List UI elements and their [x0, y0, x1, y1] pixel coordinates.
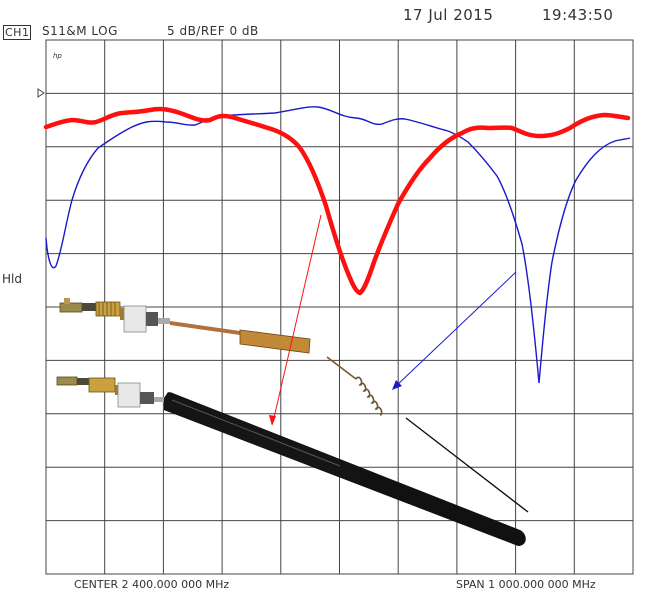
measurement-label: S11&M LOG [42, 24, 118, 38]
channel-badge: CH1 [3, 25, 32, 40]
scale-label: 5 dB/REF 0 dB [167, 24, 259, 38]
sleeve-antenna-photo [59, 298, 311, 354]
date-label: 17 Jul 2015 [403, 6, 494, 24]
helical-antenna-photo [326, 356, 529, 513]
rubber-duck-antenna-photo [56, 376, 526, 546]
reference-marker-icon [37, 88, 45, 98]
channel-label: CH1 [3, 25, 32, 40]
red-annotation-arrow [269, 214, 322, 426]
blue-annotation-arrow [392, 271, 517, 390]
time-label: 19:43:50 [542, 6, 614, 24]
red-arrowhead-icon [269, 415, 276, 426]
hp-logo: hp [53, 52, 62, 60]
blue-trace [45, 106, 631, 384]
center-frequency-label: CENTER 2 400.000 000 MHz [74, 578, 230, 591]
blue-arrowhead-icon [392, 380, 402, 390]
hold-indicator: Hld [2, 272, 22, 286]
red-trace [43, 106, 631, 296]
span-label: SPAN 1 000.000 000 MHz [456, 578, 596, 591]
